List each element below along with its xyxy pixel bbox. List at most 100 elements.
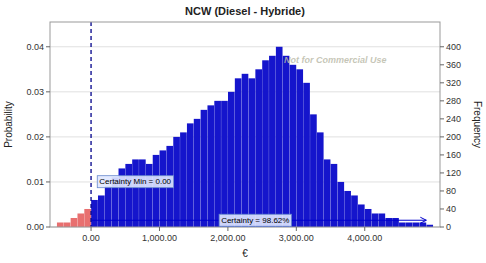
y2-tick-label: 280 [446,96,461,106]
y-tick-label: 0.03 [26,87,44,97]
bar [132,159,139,227]
reference-line [90,22,91,227]
y2-tick [440,46,444,47]
y2-tick-label: 40 [446,204,456,214]
bar [385,218,392,227]
y2-tick-label: 80 [446,186,456,196]
chart: 0.00 1,000.00 2,000.00 3,000.00 4,000.00 0.00… [0,0,486,263]
x-tick [159,227,160,231]
annotation-frame [97,176,173,188]
bar [214,101,221,227]
bar [187,123,194,227]
y-tick-label: 0.04 [26,42,44,52]
title: NCW (Diesel - Hybride) [185,5,305,17]
bar [296,69,303,227]
bar [290,65,297,227]
bar [146,164,153,227]
bar [331,164,338,227]
bar [406,222,413,227]
bar [420,222,427,227]
y2-tick-label: 160 [446,150,461,160]
bar [283,56,290,227]
plot-area [57,22,433,227]
bar [64,222,71,227]
plot-frame [50,22,440,227]
bar [139,159,146,227]
y2-tick [440,154,444,155]
y2-tick-label: 320 [446,78,461,88]
x-tick-label: 2,000.00 [210,233,245,243]
bar [180,132,187,227]
x-tick [296,227,297,231]
y2-tick [440,118,444,119]
x-tick [227,227,228,231]
bar [249,78,256,227]
bar [392,218,399,227]
y2-tick [440,64,444,65]
background [0,0,486,263]
y2-tick [440,172,444,173]
y-tick-label: 0.02 [26,132,44,142]
y-tick-label: 0.00 [26,222,44,232]
x-axis-label: € [242,248,248,259]
y2-tick-label: 0 [446,222,451,232]
y2-tick [440,227,444,228]
annotation-box: Certainty Min = 0.00 [97,176,173,188]
x-tick-label: 3,000.00 [279,233,314,243]
x-tick-label: 1,000.00 [142,233,177,243]
bar [71,218,78,227]
bar [153,155,160,227]
bar [344,191,351,227]
bar [255,69,262,227]
y-tick [46,91,50,92]
bar [194,119,201,227]
y2-tick [440,100,444,101]
bar [77,213,84,227]
bar [125,164,132,227]
x-tick-label: 0.00 [82,233,100,243]
bar [351,195,358,227]
grid-line [50,46,440,47]
y2-tick [440,82,444,83]
bar [105,186,112,227]
bar [57,222,64,227]
bar [317,132,324,227]
bar [413,222,420,227]
annotation: Certainty Min = 0.00 [99,177,171,186]
bar [310,114,317,227]
y-axis-label: Probability [3,101,14,148]
annotation-frame [219,214,291,226]
bar [242,74,249,227]
bar [84,209,91,227]
y-tick [46,136,50,137]
y2-tick-label: 360 [446,60,461,70]
bar [228,92,235,227]
bar [91,200,98,227]
y-tick [46,181,50,182]
bar [262,60,269,227]
bar [276,47,283,227]
x-tick-label: 4,000.00 [347,233,382,243]
bar [399,222,406,227]
bar [235,78,242,227]
y2-tick-label: 200 [446,132,461,142]
y2-axis-label: Frequency [472,101,483,148]
bar [160,150,167,227]
y2-tick [440,208,444,209]
y2-tick-label: 240 [446,114,461,124]
bar [269,56,276,227]
bar [173,137,180,227]
y-tick-label: 0.01 [26,177,44,187]
y-tick [46,46,50,47]
y2-tick [440,136,444,137]
bar [201,110,208,227]
bar [207,105,214,227]
x-tick [91,227,92,231]
bar [221,101,228,227]
annotation: Certainty = 98.62% [221,216,289,225]
watermark: Not for Commercial Use [284,55,387,65]
y2-tick [440,190,444,191]
bar [358,204,365,227]
x-tick [364,227,365,231]
bar [303,83,310,227]
